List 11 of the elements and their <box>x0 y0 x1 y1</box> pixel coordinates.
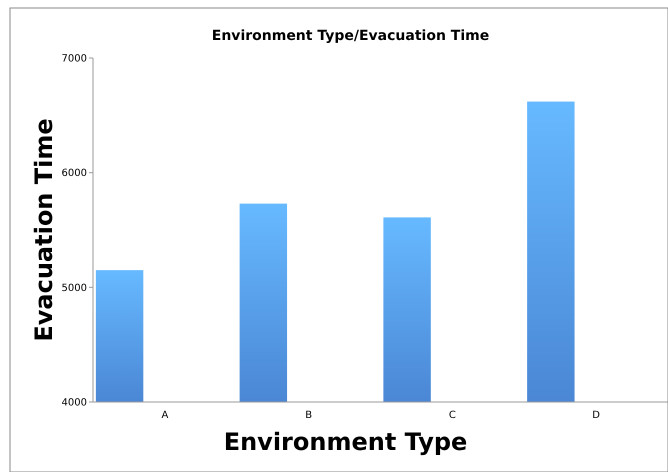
y-tick-label: 4000 <box>62 398 87 408</box>
x-tick-label: C <box>448 410 456 421</box>
y-tick-label: 5000 <box>62 282 87 294</box>
y-axis-title: Evacuation Time <box>30 118 58 342</box>
x-tick-label: A <box>161 410 168 421</box>
y-tick-label: 7000 <box>62 54 87 64</box>
x-tick-label: D <box>592 410 600 421</box>
y-tick-label: 6000 <box>62 168 87 180</box>
chart-title: Environment Type/Evacuation Time <box>212 28 490 44</box>
x-tick-label: B <box>305 410 312 421</box>
x-axis-title: Environment Type <box>224 428 468 456</box>
